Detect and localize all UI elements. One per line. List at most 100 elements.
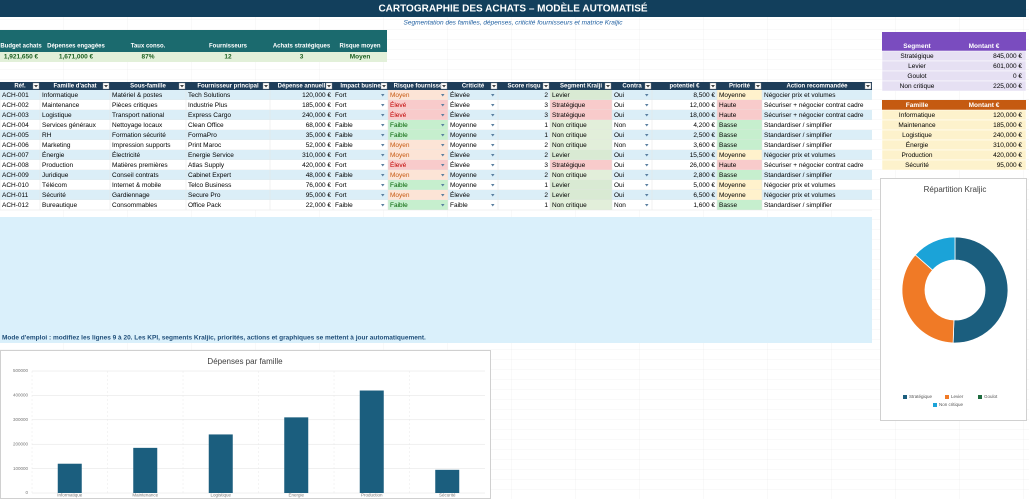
table-cell: ACH-008 [2, 162, 29, 169]
kpi-value: Moyen [350, 54, 371, 61]
table-cell: 4,200 € [693, 122, 715, 129]
table-cell: Standardiser / simplifier [764, 132, 833, 139]
dropdown-arrow [645, 174, 649, 177]
table-cell: ACH-007 [2, 152, 29, 159]
table-cell: Impression supports [112, 142, 171, 149]
dropdown-arrow [381, 124, 385, 127]
status-cell [550, 110, 612, 120]
table-cell: Moyenne [450, 132, 477, 139]
family-header [882, 100, 1026, 110]
dropdown-arrow [381, 134, 385, 137]
x-tick-label: Logistique [210, 493, 231, 498]
segment-header [882, 41, 1026, 51]
table-cell: 1 [544, 182, 548, 189]
table-cell: Office Pack [188, 202, 222, 209]
column-header: potentiel € [669, 84, 700, 90]
table-cell: 3,600 € [693, 142, 715, 149]
table-cell: Non [614, 122, 626, 129]
table-cell: Levier [552, 182, 571, 189]
kpi-label: Achats stratégiques [273, 44, 331, 50]
table-cell: Élevée [450, 110, 470, 119]
table-cell: Basse [719, 142, 737, 149]
dropdown-arrow [441, 124, 445, 127]
table-cell: Oui [614, 132, 624, 139]
table-cell: Fort [335, 92, 347, 99]
y-tick-label: 400000 [13, 393, 29, 398]
table-cell: Moyenne [450, 142, 477, 149]
dropdown-arrow [441, 104, 445, 107]
table-cell: ACH-002 [2, 102, 29, 109]
table-cell: Sécuriser + négocier contrat cadre [764, 102, 864, 109]
page-title: CARTOGRAPHIE DES ACHATS – MODÈLE AUTOMAT… [378, 2, 647, 15]
y-tick-label: 500000 [13, 368, 29, 373]
column-header: Criticité [462, 84, 485, 90]
table-cell: ACH-010 [2, 182, 29, 189]
bar [208, 434, 233, 493]
table-cell: Logistique [42, 112, 72, 119]
table-cell: 3 [544, 162, 548, 169]
table-cell: 22,000 € [306, 202, 332, 209]
table-cell: 68,000 € [306, 122, 332, 129]
kpi-header-cell [270, 30, 333, 52]
table-cell: Fort [335, 152, 347, 159]
column-header: Score risqu [507, 84, 540, 90]
status-cell [550, 130, 612, 140]
status-cell [717, 100, 762, 110]
table-header-row [0, 82, 872, 90]
table-cell: Faible [390, 202, 408, 209]
table-cell: 185,000 € [302, 102, 331, 109]
table-cell: ACH-005 [2, 132, 29, 139]
dropdown-arrow [441, 194, 445, 197]
table-cell: Faible [390, 182, 408, 189]
dropdown-arrow [491, 174, 495, 177]
table-cell: Faible [335, 122, 353, 129]
dropdown-arrow [491, 184, 495, 187]
status-cell [388, 150, 448, 160]
segment-header-label: Segment [903, 43, 931, 50]
pie-slice [952, 236, 1009, 344]
table-cell: Industrie Plus [188, 102, 228, 109]
table-cell: 15,500 € [690, 152, 716, 159]
table-cell: Sécuriser + négocier contrat cadre [764, 162, 864, 169]
table-cell: Oui [614, 192, 624, 199]
status-cell [717, 190, 762, 200]
status-cell [717, 90, 762, 100]
table-cell: Oui [614, 152, 624, 159]
table-cell: Sécurité [42, 192, 66, 199]
kpi-value: 12 [224, 54, 232, 61]
family-label: Sécurité [905, 162, 929, 169]
table-cell: Moyenne [450, 122, 477, 129]
kpi-header-cell [42, 30, 110, 52]
table-cell: Télécom [42, 182, 67, 189]
table-cell: Faible [335, 172, 353, 179]
legend-swatch [945, 395, 949, 399]
table-cell: 6,500 € [693, 192, 715, 199]
column-header: Sous-famille [130, 84, 166, 90]
family-amount: 240,000 € [993, 132, 1022, 139]
table-cell: Print Maroc [188, 142, 222, 149]
legend-swatch [978, 395, 982, 399]
filter-arrow [756, 85, 760, 88]
status-cell [550, 150, 612, 160]
segment-amount: 0 € [1013, 73, 1022, 80]
kpi-value: 1,921,650 € [4, 54, 39, 61]
table-cell: Élevé [390, 160, 407, 169]
kpi-label: Dépenses engagées [47, 44, 105, 50]
table-cell: Express Cargo [188, 112, 231, 119]
status-cell [550, 120, 612, 130]
status-cell [388, 90, 448, 100]
table-cell: Élevé [390, 110, 407, 119]
title-bar [0, 0, 1026, 17]
status-cell [388, 100, 448, 110]
x-tick-label: Maintenance [132, 493, 158, 498]
status-cell [717, 150, 762, 160]
kpi-value: 3 [300, 54, 304, 61]
table-cell: 1 [544, 202, 548, 209]
legend-swatch [903, 395, 907, 399]
status-cell [717, 170, 762, 180]
table-cell: Énergie [42, 150, 65, 159]
table-cell: Oui [614, 102, 624, 109]
table-cell: Tech Solutions [188, 92, 231, 99]
table-cell: Négocier prix et volumes [764, 92, 836, 99]
